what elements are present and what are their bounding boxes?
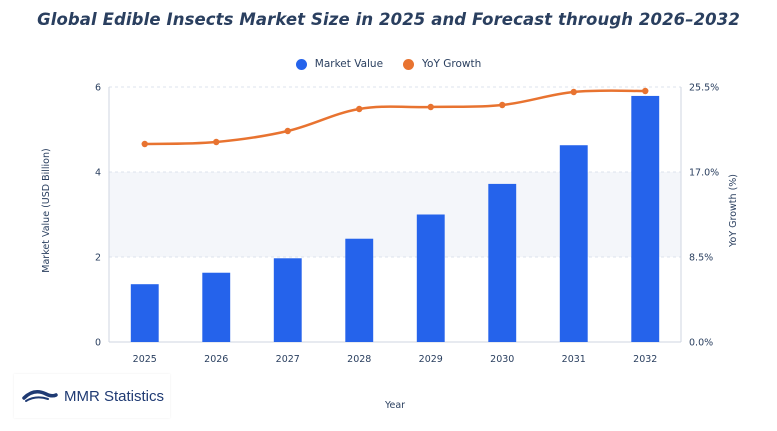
y-tick-label: 6 <box>95 83 101 94</box>
point-yoy-growth <box>570 88 577 96</box>
bar-market-value <box>345 238 374 342</box>
logo-swoosh-icon <box>22 390 58 402</box>
x-axis-title: Year <box>384 400 405 411</box>
y-tick-label: 2 <box>95 253 101 264</box>
y-axis-title: Market Value (USD Billion) <box>41 148 52 272</box>
legend-item-yoy-growth[interactable]: YoY Growth <box>403 58 481 70</box>
x-tick-label: 2025 <box>133 354 157 365</box>
logo-text: MMR Statistics <box>64 387 165 405</box>
x-tick-label: 2031 <box>562 354 586 365</box>
legend-label-yoy-growth: YoY Growth <box>422 58 482 70</box>
point-yoy-growth <box>427 103 434 111</box>
point-yoy-growth <box>284 127 291 135</box>
bar-market-value <box>202 272 231 342</box>
legend: Market Value YoY Growth <box>0 58 777 70</box>
legend-marker-market-value <box>295 58 307 70</box>
point-yoy-growth <box>499 101 506 109</box>
chart-title: Global Edible Insects Market Size in 202… <box>37 10 740 29</box>
y-tick-label: 0 <box>95 338 101 349</box>
x-tick-label: 2027 <box>276 354 300 365</box>
y2-tick-label: 25.5% <box>689 83 719 94</box>
legend-marker-yoy-growth <box>403 58 415 70</box>
x-tick-label: 2032 <box>633 354 657 365</box>
legend-item-market-value[interactable]: Market Value <box>295 58 384 70</box>
y2-tick-label: 17.0% <box>689 168 719 179</box>
bar-market-value <box>631 95 660 342</box>
bar-market-value <box>559 145 588 342</box>
logo: MMR Statistics <box>14 374 170 418</box>
y2-tick-label: 0.0% <box>689 338 713 349</box>
bar-market-value <box>273 258 302 342</box>
y2-tick-label: 8.5% <box>689 253 713 264</box>
bar-market-value <box>416 214 445 342</box>
x-tick-label: 2030 <box>490 354 514 365</box>
point-yoy-growth <box>356 105 363 113</box>
y2-axis-title: YoY Growth (%) <box>728 174 739 248</box>
point-yoy-growth <box>141 140 148 148</box>
x-tick-label: 2029 <box>419 354 443 365</box>
legend-label-market-value: Market Value <box>314 58 384 70</box>
plot-band <box>109 172 681 257</box>
bar-market-value <box>488 183 517 342</box>
point-yoy-growth <box>213 138 220 146</box>
x-tick-label: 2026 <box>204 354 228 365</box>
line-yoy-growth <box>144 89 646 146</box>
point-yoy-growth <box>642 87 649 95</box>
bar-market-value <box>130 284 159 342</box>
y-tick-label: 4 <box>95 168 101 179</box>
x-tick-label: 2028 <box>347 354 371 365</box>
